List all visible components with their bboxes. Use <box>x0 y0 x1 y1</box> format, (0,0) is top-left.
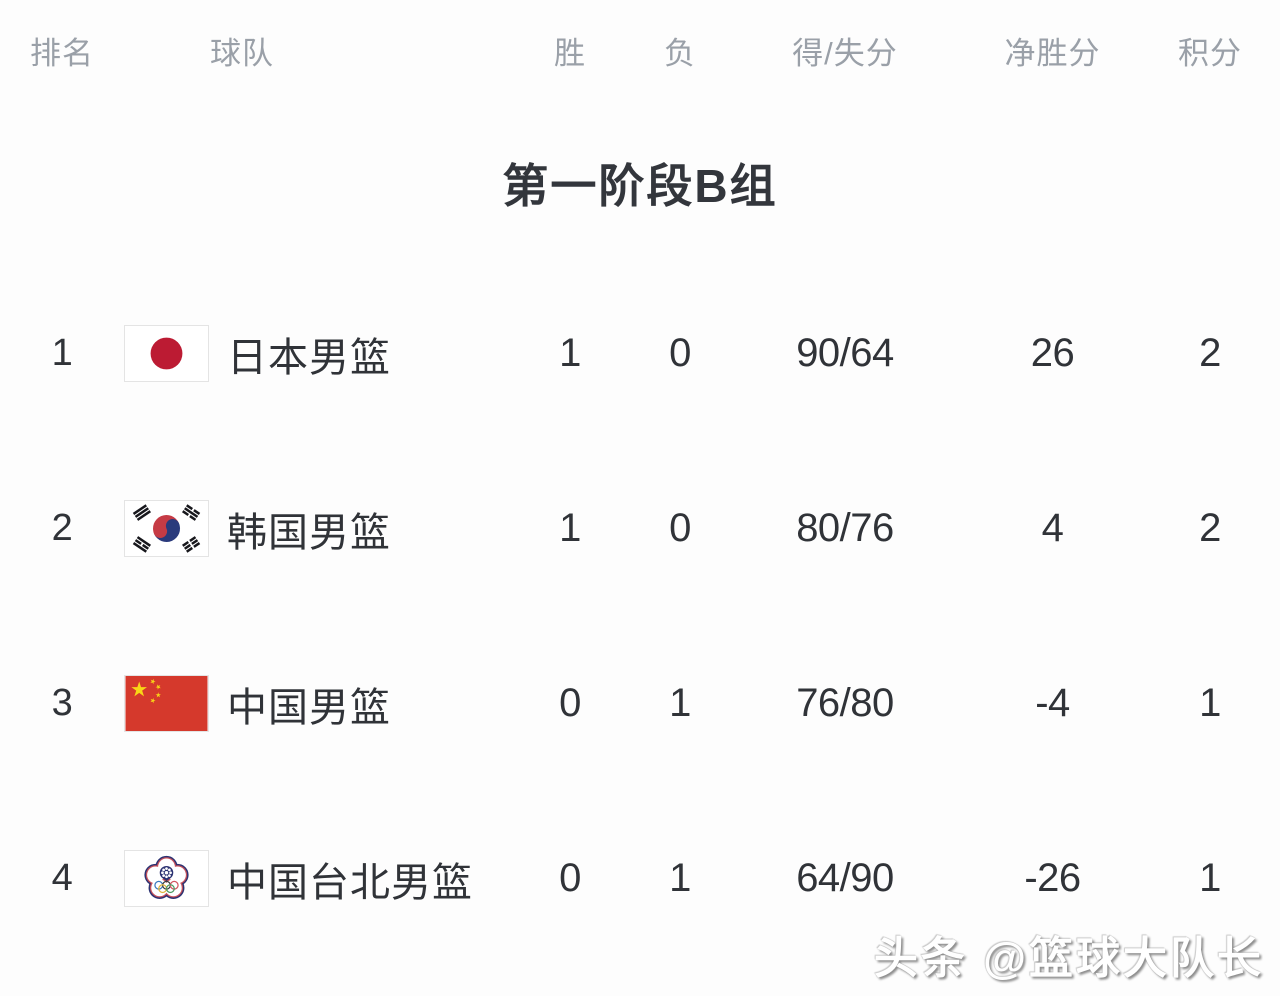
losses-value: 0 <box>669 506 691 550</box>
header-points: 得/失分 <box>792 35 898 71</box>
header-rank: 排名 <box>30 35 94 71</box>
rank-value: 3 <box>51 682 73 724</box>
score-value: 1 <box>1199 856 1221 900</box>
watermark-text: 头条 @篮球大队长 <box>873 934 1264 983</box>
wins-value: 0 <box>559 856 581 900</box>
table-row[interactable]: 4 <box>0 791 1280 966</box>
wins-value: 1 <box>559 331 581 375</box>
points-value: 64/90 <box>796 856 894 900</box>
rank-value: 2 <box>51 507 73 549</box>
points-value: 80/76 <box>796 506 894 550</box>
diff-value: 26 <box>1030 331 1075 375</box>
china-flag-icon <box>124 675 209 732</box>
team-cell: 中国台北男篮 <box>124 850 505 908</box>
score-value: 2 <box>1199 506 1221 550</box>
losses-value: 1 <box>669 856 691 900</box>
points-value: 76/80 <box>796 681 894 725</box>
team-name: 中国台北男篮 <box>227 860 473 905</box>
header-score: 积分 <box>1178 35 1242 71</box>
header-losses: 负 <box>664 35 696 71</box>
header-wins: 胜 <box>554 35 586 71</box>
table-header: 排名 球队 胜 负 得/失分 净胜分 积分 <box>0 0 1280 100</box>
table-row[interactable]: 3 中国男篮 0 1 76/80 -4 1 <box>0 616 1280 791</box>
table-row[interactable]: 1 日本男篮 1 0 90/64 26 2 <box>0 266 1280 441</box>
table-row[interactable]: 2 <box>0 441 1280 616</box>
group-title: 第一阶段B组 <box>502 160 778 212</box>
chinese-taipei-flag-icon <box>124 850 209 907</box>
rank-value: 1 <box>51 332 73 374</box>
diff-value: -26 <box>1024 856 1081 900</box>
team-cell: 中国男篮 <box>124 675 505 733</box>
wins-value: 0 <box>559 681 581 725</box>
wins-value: 1 <box>559 506 581 550</box>
team-name: 日本男篮 <box>227 335 391 380</box>
team-name: 韩国男篮 <box>227 510 391 555</box>
score-value: 1 <box>1199 681 1221 725</box>
diff-value: -4 <box>1035 681 1070 725</box>
header-diff: 净胜分 <box>1004 35 1101 71</box>
team-name: 中国男篮 <box>227 685 391 730</box>
header-team: 球队 <box>210 35 274 71</box>
south-korea-flag-icon <box>124 500 209 557</box>
diff-value: 4 <box>1041 506 1064 550</box>
team-cell: 日本男篮 <box>124 325 505 383</box>
score-value: 2 <box>1199 331 1221 375</box>
rank-value: 4 <box>51 857 73 899</box>
losses-value: 0 <box>669 331 691 375</box>
group-title-band: 第一阶段B组 <box>0 100 1280 266</box>
team-cell: 韩国男篮 <box>124 500 505 558</box>
points-value: 90/64 <box>796 331 894 375</box>
japan-flag-icon <box>124 325 209 382</box>
losses-value: 1 <box>669 681 691 725</box>
